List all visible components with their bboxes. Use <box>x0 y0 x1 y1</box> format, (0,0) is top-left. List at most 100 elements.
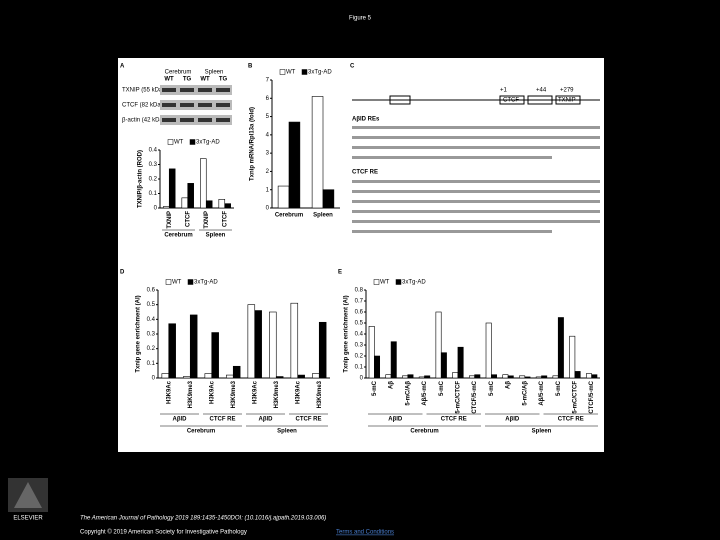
blot-band <box>216 88 230 92</box>
y-tick-label: 0 <box>154 206 158 212</box>
y-axis-label: Txnip gene enrichment (AI) <box>344 295 350 372</box>
y-tick-label: 0.1 <box>355 365 364 371</box>
bar <box>187 183 194 209</box>
c-label: +44 <box>536 88 547 94</box>
y-tick-label: 1 <box>266 187 270 193</box>
y-tick-label: 0.3 <box>147 332 156 338</box>
x-tick-label: 5-mC/Aβ <box>522 381 528 406</box>
bar <box>290 302 299 379</box>
blot-tissue: Spleen <box>205 70 224 76</box>
publisher-logo: ELSEVIER <box>8 478 48 522</box>
y-tick-label: 2 <box>266 169 270 175</box>
bar <box>552 375 559 379</box>
blot-band <box>180 88 194 92</box>
bar <box>519 375 526 379</box>
bar <box>189 314 198 379</box>
region-label: CTCF RE <box>441 417 467 423</box>
bar <box>368 325 375 379</box>
y-tick-label: 0.4 <box>147 317 156 323</box>
x-tick-label: H3K9Ac <box>209 380 215 404</box>
bar <box>557 317 564 379</box>
bar <box>385 374 392 379</box>
tissue-label: Cerebrum <box>164 233 192 239</box>
blot-band <box>162 103 176 107</box>
region-label: AβID <box>173 417 188 423</box>
bar <box>402 375 409 379</box>
x-tick-label: CTCF/5-mC <box>589 380 595 413</box>
blot-band <box>198 118 212 122</box>
bar <box>277 185 290 209</box>
tissue-label: Cerebrum <box>187 429 215 435</box>
blot-row-label: CTCF (82 kDa) <box>122 103 163 109</box>
y-axis-label: TXNIP/β-actin (ROD) <box>138 150 144 208</box>
x-tick-label: 5-mC <box>489 380 495 396</box>
bar <box>541 375 548 379</box>
tissue-label: Spleen <box>277 429 297 435</box>
bar <box>468 375 475 379</box>
x-tick-label: H3K9me3 <box>317 380 323 408</box>
y-tick-label: 0 <box>152 376 156 382</box>
y-tick-label: 0.7 <box>355 299 364 305</box>
y-tick-label: 0.2 <box>149 177 158 183</box>
y-tick-label: 0.3 <box>149 162 158 168</box>
legend-label: WT <box>380 280 390 286</box>
y-tick-label: 0.6 <box>147 288 156 294</box>
blot-row-label: TXNIP (55 kDa) <box>122 88 164 94</box>
y-tick-label: 0 <box>360 376 364 382</box>
bar <box>288 121 301 209</box>
bar <box>440 352 447 379</box>
tissue-label: Spleen <box>206 233 226 239</box>
y-tick-label: 0.4 <box>355 332 364 338</box>
bar <box>322 189 335 209</box>
bar <box>226 374 234 379</box>
y-tick-label: 0 <box>266 206 270 212</box>
panel-c: C +1 TXNIP CTCF CTCF RE AβID REs +44 +27… <box>350 64 600 233</box>
y-tick-label: 0.5 <box>355 321 364 327</box>
blot-lane: TG <box>183 77 192 83</box>
blot-band <box>162 118 176 122</box>
legend-label: 3xTg-AD <box>308 70 332 76</box>
slide-title: Figure 5 <box>349 16 372 22</box>
bar <box>474 374 481 379</box>
legend-label: 3xTg-AD <box>196 140 220 146</box>
x-tick-label: H3K9Ac <box>166 380 172 404</box>
blot-band <box>198 88 212 92</box>
blot-band <box>216 103 230 107</box>
bar <box>424 375 431 379</box>
blot-lane: TG <box>219 77 228 83</box>
x-tick-label: 5-mC/CTCF <box>573 381 579 414</box>
bar <box>418 376 425 379</box>
bar <box>200 158 207 209</box>
x-tick-label: Spleen <box>313 213 333 219</box>
bar <box>275 376 284 379</box>
blot-band <box>160 85 232 95</box>
tissue-label: Cerebrum <box>410 429 438 435</box>
y-tick-label: 0.6 <box>355 310 364 316</box>
bar <box>168 323 176 379</box>
region-label: CTCF RE <box>558 417 584 423</box>
bar <box>591 374 598 379</box>
y-tick-label: 5 <box>266 114 270 120</box>
terms-link[interactable]: Terms and Conditions <box>336 530 394 536</box>
region-label: AβID <box>388 417 403 423</box>
x-tick-label: H3K9me3 <box>231 380 237 408</box>
caption-citation: The American Journal of Pathology 2019 1… <box>80 516 326 522</box>
bar <box>205 200 213 209</box>
tissue-label: Spleen <box>532 429 552 435</box>
legend-swatch <box>187 279 194 285</box>
y-tick-label: 0.1 <box>147 361 156 367</box>
blot-lane: WT <box>200 77 210 83</box>
x-tick-label: CTCF <box>185 211 191 227</box>
bar <box>163 206 170 209</box>
bar <box>574 371 581 379</box>
bar <box>247 304 256 379</box>
y-tick-label: 3 <box>266 151 270 157</box>
region-label: CTCF RE <box>210 417 236 423</box>
bar <box>491 374 498 379</box>
y-tick-label: 4 <box>266 132 270 138</box>
bar <box>374 355 381 379</box>
c-label: CTCF RE <box>352 170 378 176</box>
blot-band <box>180 118 194 122</box>
